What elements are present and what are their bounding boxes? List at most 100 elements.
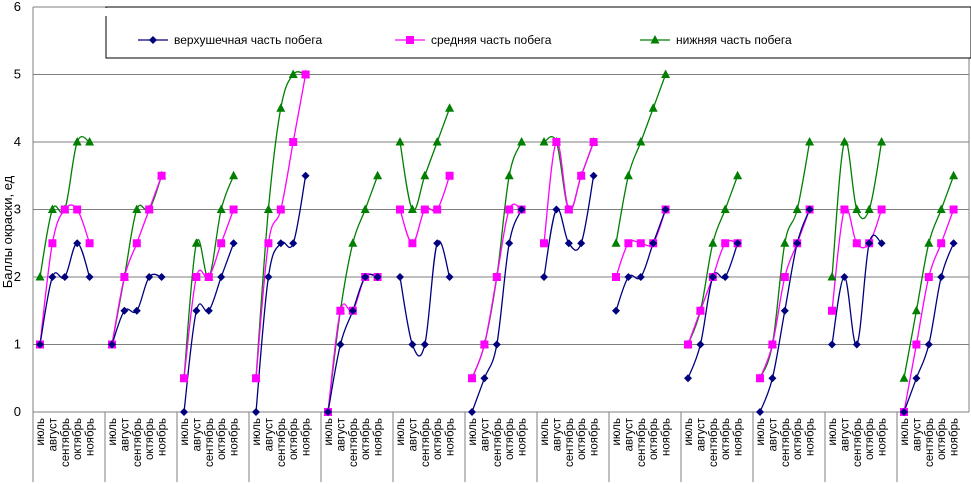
data-point bbox=[468, 408, 476, 416]
legend-label: средняя часть побега bbox=[431, 33, 552, 47]
data-point bbox=[505, 239, 514, 248]
x-tick-label: октябрь bbox=[720, 418, 732, 460]
data-point bbox=[911, 305, 921, 315]
series-line bbox=[471, 203, 522, 379]
data-point bbox=[157, 273, 166, 281]
data-point bbox=[204, 273, 213, 281]
series-line bbox=[615, 74, 667, 244]
data-point bbox=[360, 204, 370, 213]
data-point bbox=[229, 205, 238, 214]
x-tick-label: ноябрь bbox=[733, 418, 745, 456]
series-1 bbox=[39, 74, 955, 413]
data-point bbox=[696, 306, 705, 315]
legend-marker bbox=[406, 36, 414, 44]
data-point bbox=[468, 374, 476, 383]
data-point bbox=[373, 273, 382, 281]
series-line bbox=[327, 273, 378, 413]
data-point bbox=[624, 239, 633, 248]
legend: верхушечная часть побега средняя часть по… bbox=[34, 6, 971, 59]
data-point bbox=[60, 273, 69, 281]
data-point bbox=[899, 373, 909, 382]
data-point bbox=[217, 239, 226, 248]
data-point bbox=[407, 204, 417, 213]
data-point bbox=[192, 273, 201, 281]
data-point bbox=[408, 340, 417, 349]
data-point bbox=[865, 239, 874, 248]
data-point bbox=[756, 374, 764, 383]
x-tick-label: октябрь bbox=[216, 418, 228, 460]
data-point bbox=[504, 170, 514, 180]
x-tick-label: сентябрь bbox=[132, 418, 144, 467]
series-line bbox=[39, 242, 91, 345]
x-tick-label: сентябрь bbox=[924, 418, 936, 467]
legend-marker bbox=[650, 35, 660, 44]
data-point bbox=[191, 238, 201, 247]
x-tick-label: август bbox=[119, 417, 131, 451]
x-tick-label: сентябрь bbox=[60, 418, 72, 467]
x-tick-label: ноябрь bbox=[877, 418, 889, 456]
data-point bbox=[805, 137, 815, 146]
y-tick-label: 2 bbox=[14, 269, 21, 284]
x-tick-label: октябрь bbox=[504, 418, 516, 460]
x-tick-label: октябрь bbox=[288, 418, 300, 460]
data-point bbox=[217, 273, 226, 281]
data-point bbox=[624, 273, 633, 281]
x-tick-label: июль bbox=[899, 418, 911, 446]
x-tick-label: июль bbox=[107, 418, 119, 446]
x-tick-label: август bbox=[551, 417, 563, 451]
data-point bbox=[264, 273, 273, 281]
data-point bbox=[684, 374, 692, 383]
legend-box bbox=[105, 6, 971, 59]
data-point bbox=[720, 204, 730, 213]
data-point bbox=[348, 238, 358, 247]
data-point bbox=[336, 306, 345, 315]
data-point bbox=[73, 239, 82, 248]
data-point bbox=[47, 204, 57, 213]
data-point bbox=[636, 273, 645, 281]
x-tick-label: июль bbox=[683, 418, 695, 446]
data-point bbox=[120, 273, 129, 281]
data-point bbox=[540, 239, 548, 248]
data-point bbox=[35, 272, 45, 281]
data-point bbox=[433, 205, 442, 214]
data-point bbox=[577, 239, 586, 248]
y-tick-label: 6 bbox=[14, 0, 21, 14]
x-tick-label: сентябрь bbox=[204, 418, 216, 467]
data-point bbox=[517, 205, 526, 214]
data-point bbox=[912, 374, 921, 383]
data-point bbox=[733, 170, 743, 180]
data-point bbox=[276, 205, 285, 214]
data-point bbox=[395, 137, 405, 146]
x-tick-label: июль bbox=[467, 418, 479, 446]
y-axis-label: Баллы окраски, ед bbox=[0, 175, 15, 288]
data-point bbox=[877, 205, 886, 214]
data-point bbox=[839, 137, 849, 146]
series-0 bbox=[39, 175, 955, 413]
data-point bbox=[445, 103, 455, 112]
x-tick-label: сентябрь bbox=[780, 418, 792, 467]
x-tick-label: июль bbox=[395, 418, 407, 446]
data-point bbox=[805, 205, 814, 214]
data-point bbox=[60, 205, 69, 214]
data-point bbox=[85, 137, 95, 146]
x-tick-label: сентябрь bbox=[852, 418, 864, 467]
data-point bbox=[289, 239, 298, 248]
data-point bbox=[492, 273, 501, 281]
data-point bbox=[145, 273, 154, 281]
data-point bbox=[611, 238, 621, 247]
data-point bbox=[192, 306, 201, 315]
x-tick-label: ноябрь bbox=[661, 418, 673, 456]
data-point bbox=[324, 408, 332, 416]
x-tick-label: сентябрь bbox=[420, 418, 432, 467]
plot-frame bbox=[32, 7, 970, 412]
data-point bbox=[276, 103, 286, 112]
data-point bbox=[420, 205, 429, 214]
data-point bbox=[721, 273, 730, 281]
x-tick-label: ноябрь bbox=[373, 418, 385, 456]
series-line bbox=[111, 175, 163, 345]
data-point bbox=[949, 239, 958, 248]
x-tick-label: август bbox=[911, 417, 923, 451]
x-tick-label: июль bbox=[35, 418, 47, 446]
x-tick-label: ноябрь bbox=[445, 418, 457, 456]
x-tick-label: июль bbox=[827, 418, 839, 446]
